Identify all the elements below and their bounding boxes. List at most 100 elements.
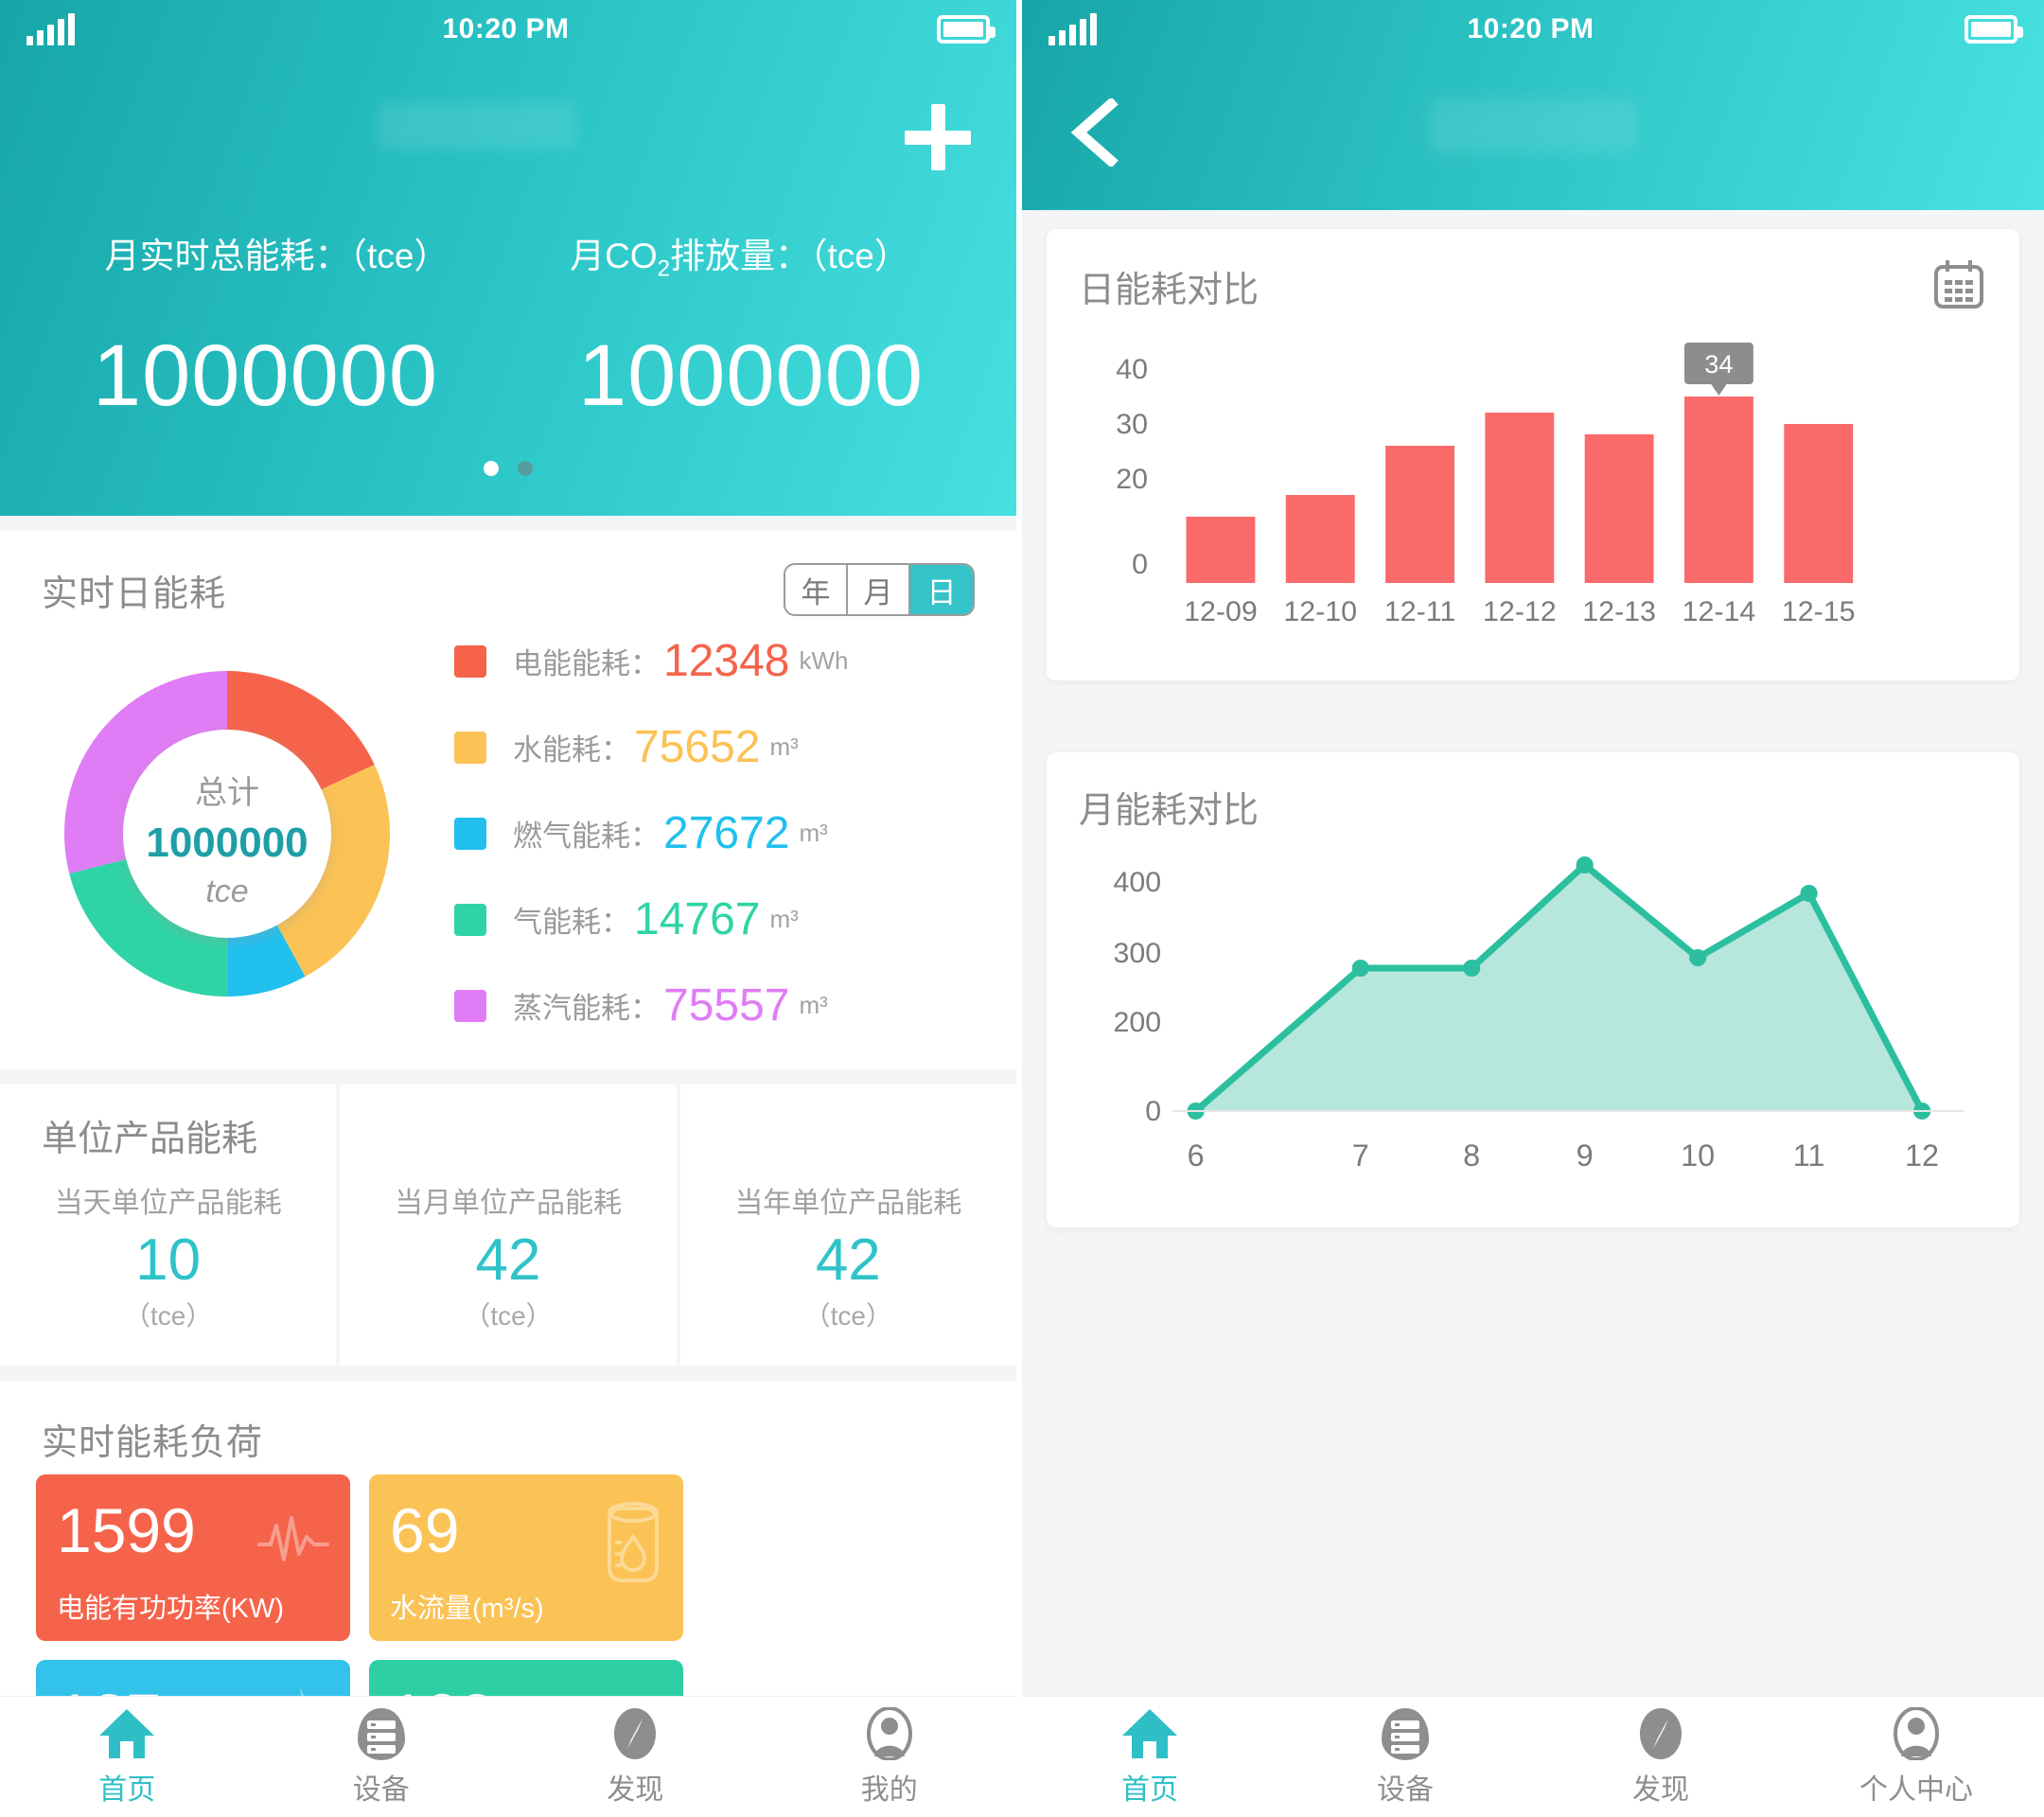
hero-metric1-value: 1000000 [92,327,439,424]
area-xtick-7: 7 [1352,1138,1369,1173]
unit-product-cell-month[interactable]: 当月单位产品能耗 42 （tce） [340,1085,677,1366]
donut-center-title: 总计 [195,775,259,811]
section-divider [0,516,1016,531]
legend-item-air: 气能耗： 14767 m³ [454,893,997,945]
period-segmented-control[interactable]: 年 月 日 [784,563,975,616]
donut-and-legend: 总计 1000000 tce 电能能耗： 12348 kWh 水能耗： [0,626,1016,1069]
bar-xtick-12-13: 12-13 [1582,596,1656,627]
bar-xtick-12-09: 12-09 [1184,596,1258,627]
load-tile-value-electric: 1599 [57,1495,196,1565]
unit-product-cell-year[interactable]: 当年单位产品能耗 42 （tce） [679,1085,1016,1366]
legend-swatch-gas [454,817,486,850]
tab-profile-center-label: 个人中心 [1859,1773,1973,1806]
donut-center-unit: tce [205,873,248,909]
bar-ytick-40: 40 [1116,354,1148,385]
monthly-comparison-header: 月能耗对比 [1073,777,1993,854]
legend-item-water: 水能耗： 75652 m³ [454,721,997,773]
unit-product-value-year: 42 [815,1227,881,1293]
load-tile-electric-power[interactable]: 1599 电能有功功率(KW) [36,1474,350,1641]
tab-discover-right[interactable]: 发现 [1533,1707,1788,1808]
bar-12-15 [1784,424,1854,583]
period-month-option[interactable]: 月 [848,565,910,614]
status-bar-time: 10:20 PM [442,13,570,44]
left-tab-bar[interactable]: 首页 设备 发现 [0,1696,1016,1817]
legend-swatch-electric [454,644,486,678]
pulse-icon [257,1516,329,1561]
unit-product-label-year: 当年单位产品能耗 [734,1188,962,1219]
carousel-dots[interactable] [0,461,1016,476]
area-fill [1195,865,1923,1111]
section-divider-2 [0,1069,1016,1085]
unit-product-cell-today[interactable]: 单位产品能耗 当天单位产品能耗 10 （tce） [0,1085,337,1366]
legend-name-air: 气能耗： [513,906,630,939]
donut-slice-water [64,670,390,997]
load-tile-label-water: 水流量(m³/s) [390,1594,544,1624]
home-icon [99,1708,155,1758]
hero-metric-labels: 月实时总能耗：（tce） 月CO2排放量：（tce） [0,227,1016,282]
right-tab-bar[interactable]: 首页 设备 发现 [1022,1696,2044,1817]
hero-metric2-label-pre: 月CO [570,237,658,275]
tab-devices[interactable]: 设备 [255,1707,509,1808]
calendar-icon[interactable] [1930,257,1987,314]
legend-unit-steam: m³ [799,991,828,1019]
left-phone-screen: 10:20 PM 月实时总能耗：（tce） 月CO2排放量：（tce） 1000… [0,0,1022,1817]
legend-unit-water: m³ [769,732,799,761]
carousel-dot-1[interactable] [484,461,499,476]
daily-comparison-title: 日能耗对比 [1079,270,1260,310]
area-point-8 [1463,960,1481,977]
tab-devices-right[interactable]: 设备 [1278,1707,1533,1808]
bar-ytick-0: 0 [1132,549,1148,580]
unit-product-label-today: 当天单位产品能耗 [54,1188,282,1219]
area-points [1187,856,1931,1120]
server-icon [1382,1707,1429,1760]
period-year-option[interactable]: 年 [785,565,848,614]
unit-product-value-today: 10 [135,1227,202,1293]
daily-comparison-card: 日能耗对比 40 30 [1047,229,2019,680]
tab-discover[interactable]: 发现 [508,1707,763,1808]
realtime-daily-card: 实时日能耗 年 月 日 [0,531,1016,1069]
donut-slice-gas [64,670,390,997]
realtime-daily-header: 实时日能耗 年 月 日 [0,531,1016,626]
area-point-7 [1351,960,1369,977]
legend-item-electric: 电能能耗： 12348 kWh [454,635,997,687]
tab-home-right-label: 首页 [1121,1773,1178,1806]
chevron-left-icon[interactable] [1067,98,1124,167]
donut-center-value: 1000000 [146,820,308,866]
daily-bar-chart-svg: 40 30 20 0 [1116,343,1856,627]
tab-mine[interactable]: 我的 [763,1706,1017,1808]
bar-12-09 [1186,517,1256,583]
tab-discover-right-label: 发现 [1632,1773,1689,1806]
unit-product-value-month: 42 [475,1227,541,1293]
legend-swatch-water [454,731,486,764]
section-divider-3 [0,1366,1016,1381]
bar-12-12 [1485,413,1555,583]
period-day-option[interactable]: 日 [910,565,973,614]
bar-xtick-12-12: 12-12 [1483,596,1557,627]
unit-product-unit-year: （tce） [803,1301,892,1331]
signal-bars-icon [1048,13,1097,45]
tab-home-right[interactable]: 首页 [1022,1707,1278,1808]
app-title-redacted [379,102,577,150]
legend-unit-electric: kWh [799,646,849,675]
person-icon [866,1706,912,1760]
legend-value-steam: 75557 [663,980,790,1031]
tab-profile-center[interactable]: 个人中心 [1788,1706,2044,1808]
legend-item-steam: 蒸汽能耗： 75557 m³ [454,979,997,1032]
legend-value-gas: 27672 [663,808,790,858]
tab-home[interactable]: 首页 [0,1707,255,1808]
tab-discover-label: 发现 [607,1773,664,1806]
server-icon [357,1707,405,1760]
carousel-dot-2[interactable] [518,461,533,476]
hero-metric2-value: 1000000 [577,327,925,424]
monthly-comparison-card: 月能耗对比 400 300 200 0 [1047,752,2019,1227]
tab-devices-right-label: 设备 [1377,1773,1434,1806]
plus-icon[interactable] [905,104,971,170]
legend-value-water: 75652 [634,722,761,772]
donut-center-disc [123,729,331,938]
load-tile-water-flow[interactable]: 69 水流量(m³/s) [369,1474,683,1641]
home-icon [1122,1708,1177,1758]
tab-mine-label: 我的 [860,1773,918,1806]
legend-swatch-air [454,903,486,936]
donut-chart: 总计 1000000 tce [0,644,454,1023]
